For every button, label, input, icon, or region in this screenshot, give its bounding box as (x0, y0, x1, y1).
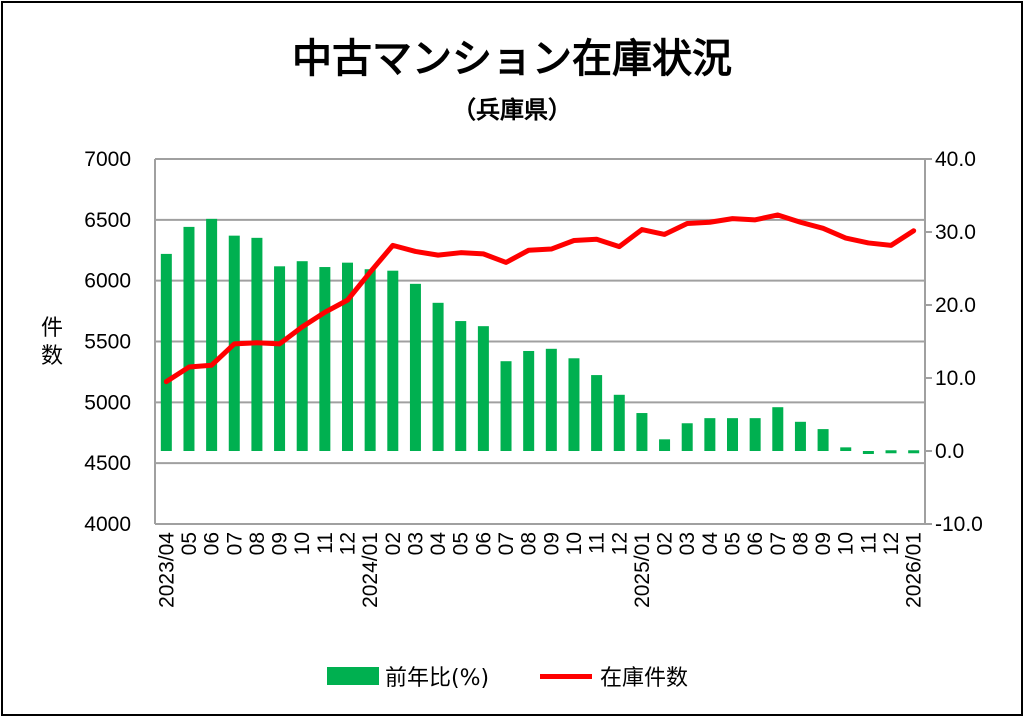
bar (342, 262, 353, 451)
bar (319, 267, 331, 451)
left-axis-tick-label: 5000 (84, 391, 131, 414)
x-axis-tick-label: 03 (404, 532, 427, 555)
bar (727, 418, 738, 451)
right-axis-tick-label: 30.0 (935, 221, 976, 244)
x-axis-tick-label: 02 (382, 532, 405, 555)
x-axis-tick-label: 09 (540, 532, 563, 555)
bar (613, 394, 625, 451)
bar (749, 418, 761, 451)
left-axis-tick-label: 6500 (84, 209, 131, 232)
bar (794, 421, 806, 451)
right-axis-tick-label: 40.0 (935, 148, 976, 171)
x-axis-tick-label: 10 (563, 532, 586, 555)
left-axis-tick-label: 5500 (84, 331, 131, 354)
left-axis-tick-label: 4000 (84, 513, 131, 536)
x-axis-tick-label: 08 (246, 532, 269, 555)
bar (455, 321, 467, 451)
legend-line-swatch (540, 673, 592, 679)
legend-item-bar: 前年比(%) (327, 660, 489, 692)
legend-line-label: 在庫件数 (600, 666, 689, 691)
bar (523, 350, 535, 451)
x-axis-tick-label: 04 (427, 532, 450, 556)
right-axis-tick-label: 10.0 (935, 367, 976, 390)
x-axis-tick-label: 04 (699, 532, 722, 556)
x-axis-tick-label: 06 (201, 532, 224, 555)
bar (545, 348, 557, 451)
x-axis-tick-label: 05 (178, 532, 201, 555)
x-axis-tick-label: 07 (223, 532, 246, 555)
line-series-inventory (163, 212, 917, 385)
bar (704, 418, 716, 451)
legend-bar-label: 前年比(%) (385, 666, 490, 691)
x-axis-tick-label: 07 (495, 532, 518, 555)
bar (591, 375, 603, 451)
bar (659, 439, 671, 451)
x-axis-tick-label: 10 (291, 532, 314, 555)
x-axis-tick-label: 05 (450, 532, 473, 555)
bar (160, 253, 172, 451)
right-axis-tick-label: 20.0 (935, 294, 976, 317)
chart-subtitle: （兵庫県） (452, 96, 572, 124)
bar (432, 302, 444, 451)
legend-bar-swatch (327, 667, 379, 685)
x-axis-tick-label: 06 (472, 532, 495, 555)
bar (681, 423, 693, 451)
left-axis-tick-label: 7000 (84, 148, 131, 171)
bar (274, 266, 286, 451)
x-axis-tick-label: 08 (518, 532, 541, 555)
x-axis-tick-label: 12 (608, 532, 631, 555)
x-axis-tick-label: 11 (857, 532, 880, 554)
x-axis-tick-label: 2025/01 (631, 532, 654, 608)
bar (364, 269, 376, 451)
bar (568, 358, 580, 451)
x-axis-tick-label: 10 (835, 532, 858, 555)
x-axis-tick-label: 03 (676, 532, 699, 555)
bar (862, 451, 874, 454)
bar (772, 407, 784, 451)
bar (636, 413, 648, 451)
legend-item-line: 在庫件数 (540, 660, 688, 692)
x-axis-tick-label: 09 (812, 532, 835, 555)
x-axis-tick-label: 06 (744, 532, 767, 555)
bar (908, 450, 920, 454)
x-axis-tick-label: 12 (337, 532, 360, 555)
x-axis-tick-label: 02 (654, 532, 677, 555)
bar (183, 226, 195, 451)
y-axis-label: 件数 (40, 316, 63, 369)
bar (817, 429, 829, 451)
bar (387, 270, 399, 451)
right-axis-tick-label: -10.0 (935, 513, 983, 536)
x-axis-tick-label: 08 (789, 532, 812, 555)
bar (477, 326, 489, 451)
chart-title: 中古マンション在庫状況 (292, 36, 732, 82)
bar (409, 283, 421, 451)
x-axis-tick-label: 2024/01 (359, 532, 382, 608)
x-axis-tick-label: 11 (314, 532, 337, 554)
bar (840, 447, 852, 451)
bar (500, 361, 512, 451)
x-axis-tick-label: 05 (722, 532, 745, 555)
bar (206, 218, 218, 451)
left-axis-tick-label: 4500 (84, 452, 131, 475)
left-axis-tick-label: 6000 (84, 270, 131, 293)
x-axis-tick-label: 12 (880, 532, 903, 555)
right-axis-tick-label: 0.0 (935, 440, 964, 463)
x-axis-tick-label: 2023/04 (155, 532, 178, 608)
x-axis-tick-label: 09 (269, 532, 292, 555)
x-axis-tick-label: 11 (586, 532, 609, 554)
bar (296, 261, 308, 451)
bar (885, 450, 897, 454)
x-axis-tick-label: 07 (767, 532, 790, 555)
x-axis-tick-label: 2026/01 (903, 532, 926, 608)
